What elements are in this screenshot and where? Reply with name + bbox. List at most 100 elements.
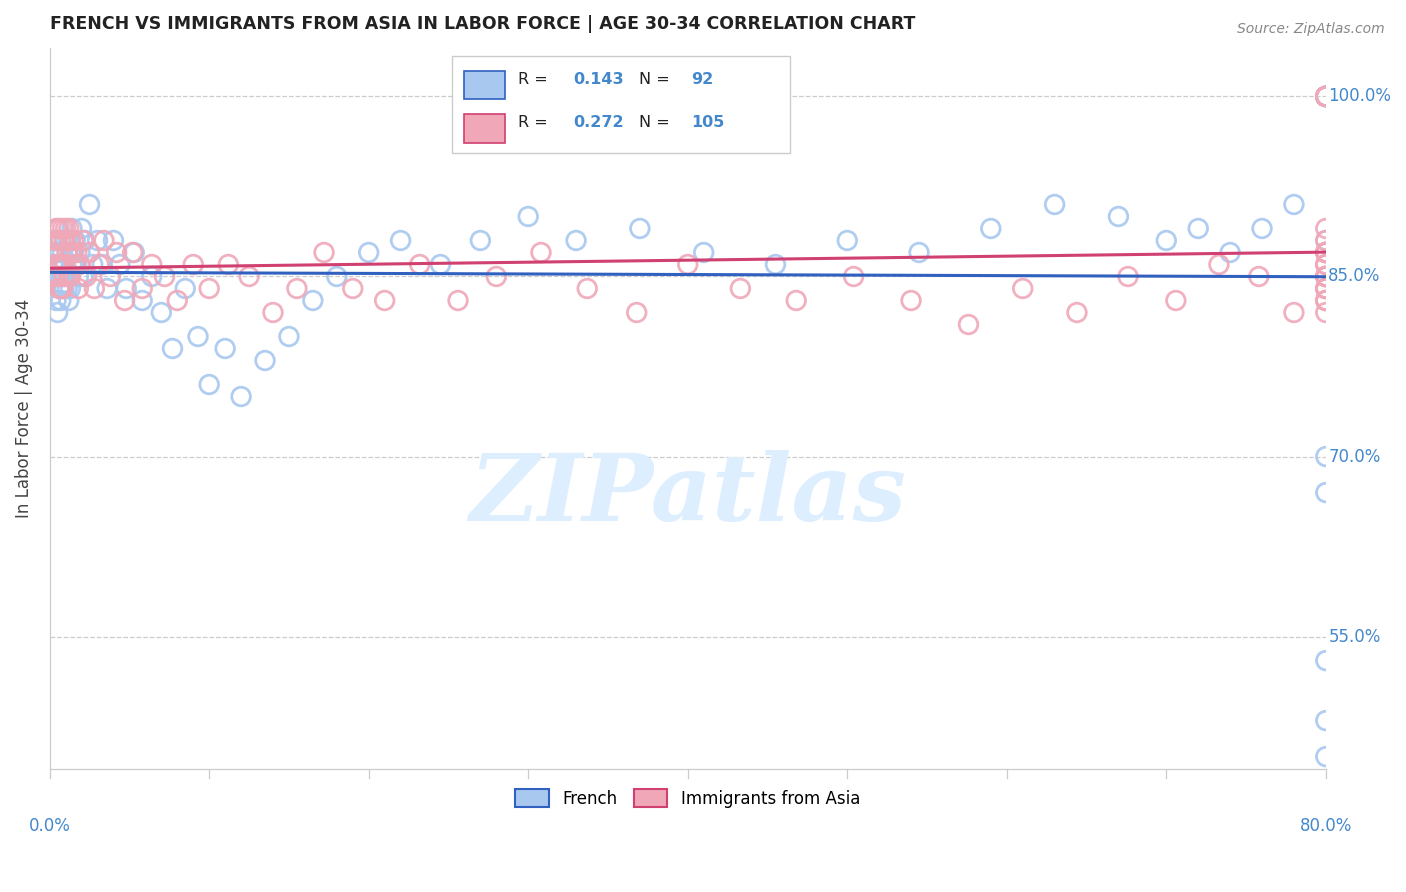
Point [1043, 197, 1066, 211]
Point [59, 234, 82, 248]
Point [46, 269, 69, 284]
Point [72, 269, 94, 284]
Point [141, 269, 163, 284]
Point [1315, 293, 1337, 308]
Point [162, 342, 184, 356]
Point [49, 234, 72, 248]
Point [1315, 281, 1337, 295]
Point [55, 221, 77, 235]
Point [1315, 89, 1337, 103]
Point [53, 281, 76, 295]
Text: 55.0%: 55.0% [1329, 628, 1381, 646]
FancyBboxPatch shape [464, 114, 505, 143]
Point [1315, 245, 1337, 260]
Point [67, 269, 90, 284]
Point [1315, 221, 1337, 235]
Point [900, 293, 922, 308]
Point [1251, 221, 1274, 235]
Point [1315, 450, 1337, 464]
Point [628, 221, 651, 235]
Text: 0.143: 0.143 [572, 72, 623, 87]
Point [785, 293, 807, 308]
Point [58, 234, 80, 248]
Point [1315, 89, 1337, 103]
Text: 0.0%: 0.0% [28, 816, 70, 835]
Point [42, 258, 65, 272]
Point [692, 245, 714, 260]
FancyBboxPatch shape [451, 55, 790, 153]
Point [87, 258, 110, 272]
Point [42, 245, 65, 260]
Point [53, 258, 76, 272]
Point [1315, 245, 1337, 260]
Point [51, 258, 73, 272]
Point [49, 281, 72, 295]
Point [82, 258, 104, 272]
Point [62, 234, 84, 248]
Text: ZIPatlas: ZIPatlas [470, 450, 907, 540]
Text: N =: N = [640, 115, 675, 130]
Point [48, 258, 70, 272]
Point [48, 269, 70, 284]
Point [1315, 245, 1337, 260]
Point [1315, 654, 1337, 668]
Point [1315, 89, 1337, 103]
Point [60, 221, 83, 235]
Point [1315, 269, 1337, 284]
Point [1315, 293, 1337, 308]
Point [765, 258, 787, 272]
Point [48, 245, 70, 260]
Text: FRENCH VS IMMIGRANTS FROM ASIA IN LABOR FORCE | AGE 30-34 CORRELATION CHART: FRENCH VS IMMIGRANTS FROM ASIA IN LABOR … [49, 15, 915, 33]
Text: N =: N = [640, 72, 675, 87]
Point [115, 281, 138, 295]
Point [1164, 293, 1187, 308]
Point [53, 234, 76, 248]
Point [67, 281, 90, 295]
Point [49, 258, 72, 272]
Point [1315, 281, 1337, 295]
Point [1315, 269, 1337, 284]
Point [1315, 89, 1337, 103]
Point [44, 234, 66, 248]
Point [1315, 269, 1337, 284]
Point [44, 269, 66, 284]
Point [1066, 305, 1088, 319]
Point [48, 281, 70, 295]
Point [238, 269, 260, 284]
Point [66, 258, 89, 272]
Point [1315, 485, 1337, 500]
Text: Source: ZipAtlas.com: Source: ZipAtlas.com [1237, 22, 1385, 37]
Point [46, 269, 69, 284]
Point [1315, 749, 1337, 764]
Point [98, 269, 121, 284]
Point [56, 245, 79, 260]
Point [44, 234, 66, 248]
Point [262, 305, 284, 319]
Point [174, 281, 197, 295]
FancyBboxPatch shape [464, 70, 505, 99]
Point [626, 305, 648, 319]
Point [1315, 89, 1337, 103]
Point [46, 305, 69, 319]
Point [530, 245, 553, 260]
Point [55, 234, 77, 248]
Point [842, 269, 865, 284]
Point [59, 269, 82, 284]
Text: 0.272: 0.272 [572, 115, 623, 130]
Point [58, 293, 80, 308]
Point [49, 234, 72, 248]
Point [59, 245, 82, 260]
Point [63, 234, 86, 248]
Point [1315, 281, 1337, 295]
Point [485, 269, 508, 284]
Point [1107, 210, 1129, 224]
Point [83, 281, 105, 295]
Text: R =: R = [517, 72, 553, 87]
Point [1219, 245, 1241, 260]
Point [56, 281, 79, 295]
Text: 100.0%: 100.0% [1329, 87, 1392, 105]
Text: 80.0%: 80.0% [1299, 816, 1353, 835]
Text: 70.0%: 70.0% [1329, 448, 1381, 466]
Point [1116, 269, 1139, 284]
Point [676, 258, 699, 272]
